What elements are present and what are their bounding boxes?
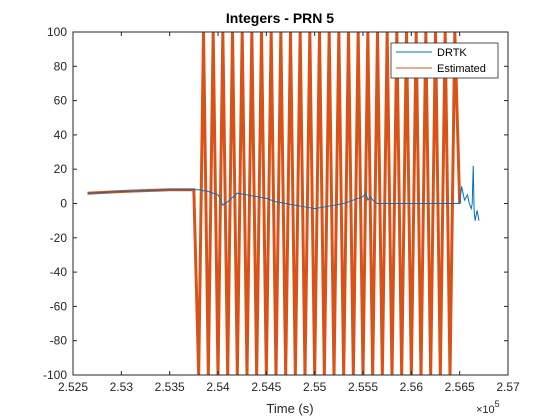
x-exponent-base: ×10 bbox=[476, 404, 495, 416]
y-tick-label: -60 bbox=[50, 299, 68, 313]
series-layer bbox=[87, 32, 480, 375]
y-tick-label: 80 bbox=[54, 59, 68, 73]
x-tick-label: 2.53 bbox=[110, 380, 134, 394]
x-axis-label: Time (s) bbox=[266, 401, 313, 416]
x-exponent-power: 5 bbox=[495, 399, 500, 409]
y-tick-label: -80 bbox=[50, 334, 68, 348]
x-tick-label: 2.545 bbox=[251, 380, 281, 394]
x-tick-label: 2.525 bbox=[58, 380, 88, 394]
x-tick-label: 2.535 bbox=[155, 380, 185, 394]
ticks-layer: 2.525 2.53 2.535 2.54 2.545 2.55 2.555 2.56 2.56… bbox=[43, 25, 520, 394]
y-tick-label: 100 bbox=[47, 25, 67, 39]
x-tick-label: 2.555 bbox=[348, 380, 378, 394]
series-line-estimated bbox=[87, 32, 462, 375]
chart-title: Integers - PRN 5 bbox=[226, 10, 334, 26]
y-tick-label: 0 bbox=[60, 197, 67, 211]
x-tick-label: 2.55 bbox=[303, 380, 327, 394]
y-tick-label: -40 bbox=[50, 265, 68, 279]
y-tick-label: 20 bbox=[54, 162, 68, 176]
x-tick-label: 2.57 bbox=[496, 380, 520, 394]
legend-label-estimated: Estimated bbox=[437, 63, 486, 75]
legend-box bbox=[390, 42, 499, 79]
y-tick-label: 60 bbox=[54, 94, 68, 108]
series-line-drtk bbox=[87, 165, 480, 221]
y-tick-label: 40 bbox=[54, 128, 68, 142]
x-axis-exponent: ×105 bbox=[476, 399, 500, 416]
legend[interactable]: DRTK Estimated bbox=[390, 42, 499, 79]
legend-label-drtk: DRTK bbox=[437, 47, 467, 59]
x-tick-label: 2.565 bbox=[445, 380, 475, 394]
x-tick-label: 2.56 bbox=[400, 380, 424, 394]
y-tick-label: -20 bbox=[50, 231, 68, 245]
x-tick-label: 2.54 bbox=[206, 380, 230, 394]
y-tick-label: -100 bbox=[43, 368, 67, 382]
